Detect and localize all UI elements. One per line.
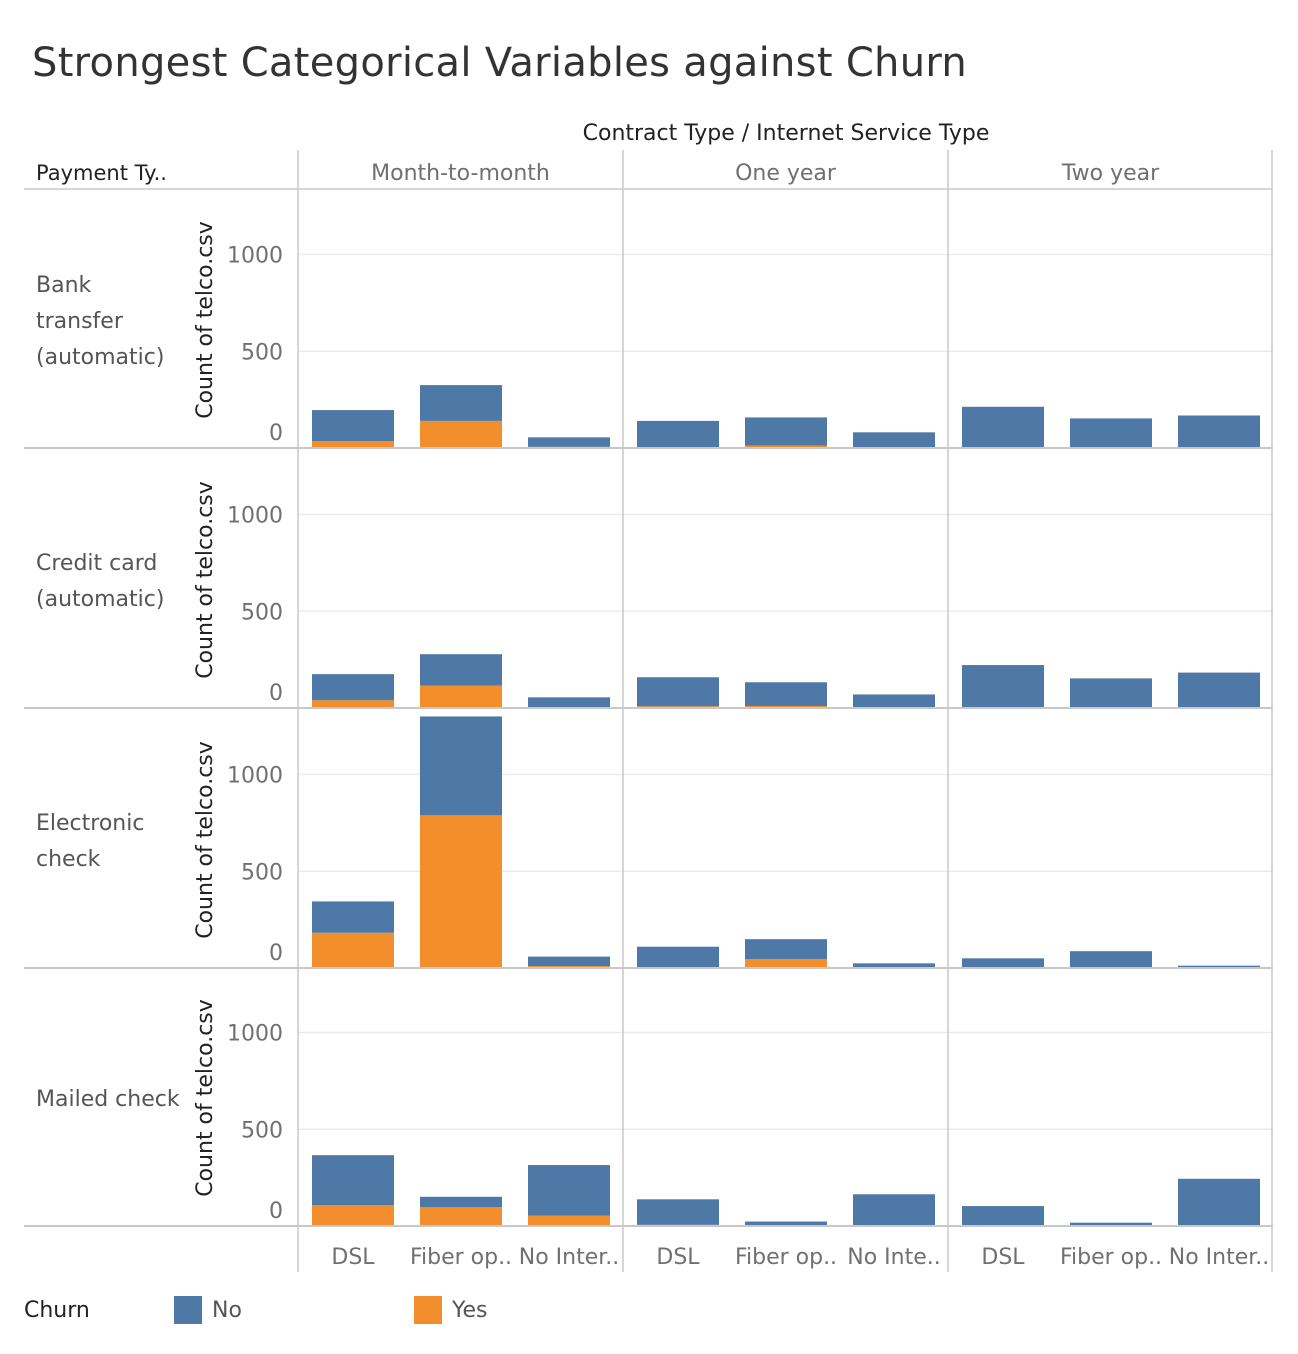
bar-no-2-1-1 [745, 939, 827, 960]
x-tick-label-1-1: Fiber op.. [735, 1245, 837, 1270]
bar-no-0-1-1 [745, 417, 827, 446]
row-label-0-2: (automatic) [36, 345, 164, 370]
bar-no-0-1-0 [637, 420, 719, 448]
bar-yes-3-0-2 [528, 1215, 610, 1226]
y-tick-label-2-500: 500 [241, 860, 283, 885]
bar-no-3-2-1 [1070, 1222, 1152, 1226]
bar-no-2-2-0 [962, 958, 1044, 968]
y-tick-label-3-500: 500 [241, 1118, 283, 1143]
x-tick-label-0-0: DSL [331, 1245, 375, 1270]
y-tick-label-0-500: 500 [241, 340, 283, 365]
bar-yes-2-0-0 [312, 932, 394, 968]
row-label-0-1: transfer [36, 309, 124, 334]
chart-area: Contract Type / Internet Service Type Pay… [24, 121, 1273, 1272]
bar-yes-3-0-1 [420, 1207, 502, 1226]
x-tick-label-2-1: Fiber op.. [1060, 1245, 1162, 1270]
y-axis-title-0: Count of telco.csv [193, 221, 218, 419]
bar-no-2-2-1 [1070, 951, 1152, 968]
legend-title: Churn [24, 1298, 90, 1323]
y-tick-label-1-0: 0 [269, 681, 283, 706]
bar-no-2-0-1 [420, 716, 502, 816]
legend-label-yes: Yes [452, 1297, 488, 1323]
bar-no-3-0-0 [312, 1155, 394, 1206]
bar-no-0-0-0 [312, 410, 394, 442]
bar-yes-2-1-1 [745, 959, 827, 968]
bar-no-1-2-2 [1178, 672, 1260, 708]
bar-no-2-2-2 [1178, 965, 1260, 968]
row-label-2-1: check [36, 847, 101, 872]
x-tick-label-2-0: DSL [981, 1245, 1025, 1270]
x-tick-label-1-0: DSL [656, 1245, 700, 1270]
bar-yes-1-0-1 [420, 685, 502, 708]
bar-yes-0-0-1 [420, 420, 502, 448]
bar-no-2-1-2 [853, 963, 935, 968]
x-tick-label-1-2: No Inte.. [847, 1245, 941, 1270]
y-tick-label-1-1000: 1000 [227, 504, 283, 529]
bar-no-3-1-2 [853, 1194, 935, 1226]
bar-no-0-0-1 [420, 385, 502, 421]
bar-no-1-2-1 [1070, 678, 1152, 708]
row-header: Payment Ty.. [36, 161, 167, 185]
chart-title: Strongest Categorical Variables against … [32, 40, 968, 86]
bar-no-1-0-2 [528, 697, 610, 708]
row-label-0-0: Bank [36, 273, 92, 298]
bar-yes-3-0-0 [312, 1205, 394, 1226]
bar-no-3-0-1 [420, 1196, 502, 1208]
bar-no-0-0-2 [528, 437, 610, 447]
y-tick-label-2-0: 0 [269, 941, 283, 966]
bar-no-2-0-0 [312, 901, 394, 933]
y-axis-title-3: Count of telco.csv [193, 999, 218, 1197]
y-tick-label-3-0: 0 [269, 1199, 283, 1224]
x-tick-label-2-2: No Inter.. [1169, 1245, 1270, 1270]
bar-no-3-0-2 [528, 1165, 610, 1216]
bar-no-0-2-0 [962, 406, 1044, 448]
row-label-2-0: Electronic [36, 811, 144, 836]
x-tick-label-0-1: Fiber op.. [410, 1245, 512, 1270]
contract-header-2: Two year [1061, 161, 1160, 186]
y-tick-label-1-500: 500 [241, 600, 283, 625]
legend-swatch-no [174, 1296, 202, 1324]
y-tick-label-0-0: 0 [269, 421, 283, 446]
y-axis-title-2: Count of telco.csv [193, 741, 218, 939]
bar-no-0-2-1 [1070, 418, 1152, 448]
bar-no-1-0-0 [312, 674, 394, 701]
row-label-3-0: Mailed check [36, 1087, 180, 1112]
column-header: Contract Type / Internet Service Type [583, 121, 990, 146]
x-tick-label-0-2: No Inter.. [519, 1245, 620, 1270]
bar-no-2-1-0 [637, 946, 719, 968]
bar-yes-0-0-0 [312, 441, 394, 448]
legend-item-yes: Yes [414, 1296, 488, 1324]
bar-no-1-1-2 [853, 694, 935, 708]
bar-no-1-1-1 [745, 682, 827, 707]
bar-no-0-2-2 [1178, 415, 1260, 448]
bar-no-1-0-1 [420, 654, 502, 686]
bar-no-3-2-0 [962, 1206, 1044, 1226]
legend-item-no: No [174, 1296, 242, 1324]
contract-header-1: One year [735, 161, 837, 186]
bar-no-1-1-0 [637, 677, 719, 707]
bar-no-2-0-2 [528, 956, 610, 967]
y-tick-label-3-1000: 1000 [227, 1022, 283, 1047]
bar-yes-2-0-1 [420, 815, 502, 968]
y-axis-title-1: Count of telco.csv [193, 481, 218, 679]
row-label-1-0: Credit card [36, 551, 157, 576]
contract-header-0: Month-to-month [371, 161, 550, 186]
legend-swatch-yes [414, 1296, 442, 1324]
y-tick-label-0-1000: 1000 [227, 244, 283, 269]
bar-no-3-1-1 [745, 1221, 827, 1226]
legend-label-no: No [212, 1297, 242, 1323]
row-label-1-1: (automatic) [36, 587, 164, 612]
bar-no-0-1-2 [853, 432, 935, 448]
bar-yes-0-1-1 [745, 445, 827, 448]
bar-no-3-1-0 [637, 1199, 719, 1225]
y-tick-label-2-1000: 1000 [227, 764, 283, 789]
bar-no-3-2-2 [1178, 1178, 1260, 1226]
bar-yes-1-0-0 [312, 700, 394, 708]
bar-no-1-2-0 [962, 665, 1044, 708]
